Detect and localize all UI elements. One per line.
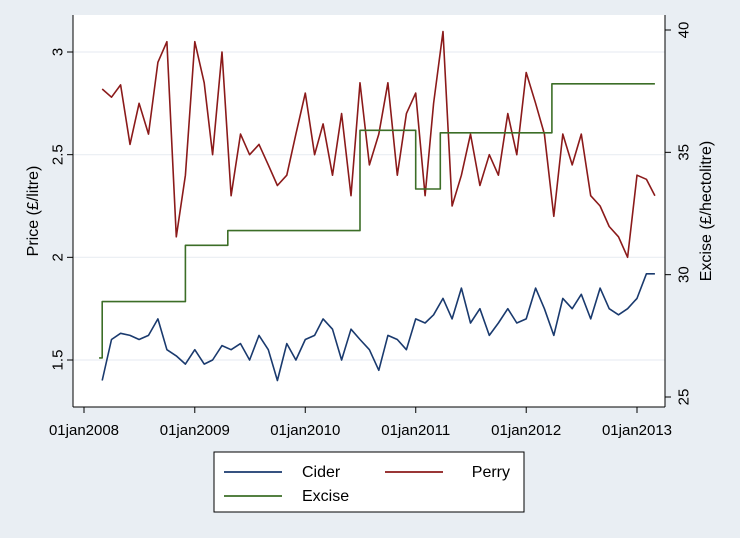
right-tick-label: 30: [676, 266, 693, 283]
series-line-perry: [101, 30, 656, 259]
series-line-cider: [101, 273, 655, 382]
left-tick-label: 2: [50, 253, 67, 261]
left-tick-label: 2.5: [50, 144, 67, 165]
left-y-ticks: 1.5 2 2.5 3: [50, 48, 73, 371]
right-tick-label: 40: [676, 22, 693, 39]
series-layer: [99, 30, 656, 382]
right-y-ticks: 25 30 35 40: [665, 22, 693, 406]
x-tick-label: 01jan2011: [381, 422, 450, 439]
legend-box: [213, 451, 525, 513]
series-line-excise: [99, 83, 655, 359]
legend: Cider Perry Excise: [213, 451, 525, 513]
left-axis-title: Price (£/litre): [25, 166, 42, 257]
x-ticks: 01jan2008 01jan2009 01jan2010 01jan2011 01ja…: [49, 407, 672, 439]
legend-label-excise: Excise: [302, 488, 349, 505]
x-tick-label: 01jan2013: [602, 422, 672, 439]
left-tick-label: 1.5: [50, 350, 67, 371]
plot-area: [73, 15, 665, 407]
legend-label-cider: Cider: [302, 464, 341, 481]
left-tick-label: 3: [50, 48, 67, 56]
right-tick-label: 35: [676, 144, 693, 161]
x-tick-label: 01jan2009: [160, 422, 230, 439]
axes: [72, 15, 666, 408]
x-tick-label: 01jan2012: [491, 422, 561, 439]
x-tick-label: 01jan2008: [49, 422, 119, 439]
right-axis-title: Excise (£/hectolitre): [698, 141, 715, 282]
legend-label-perry: Perry: [472, 464, 510, 481]
right-tick-label: 25: [676, 389, 693, 406]
x-tick-label: 01jan2010: [270, 422, 340, 439]
